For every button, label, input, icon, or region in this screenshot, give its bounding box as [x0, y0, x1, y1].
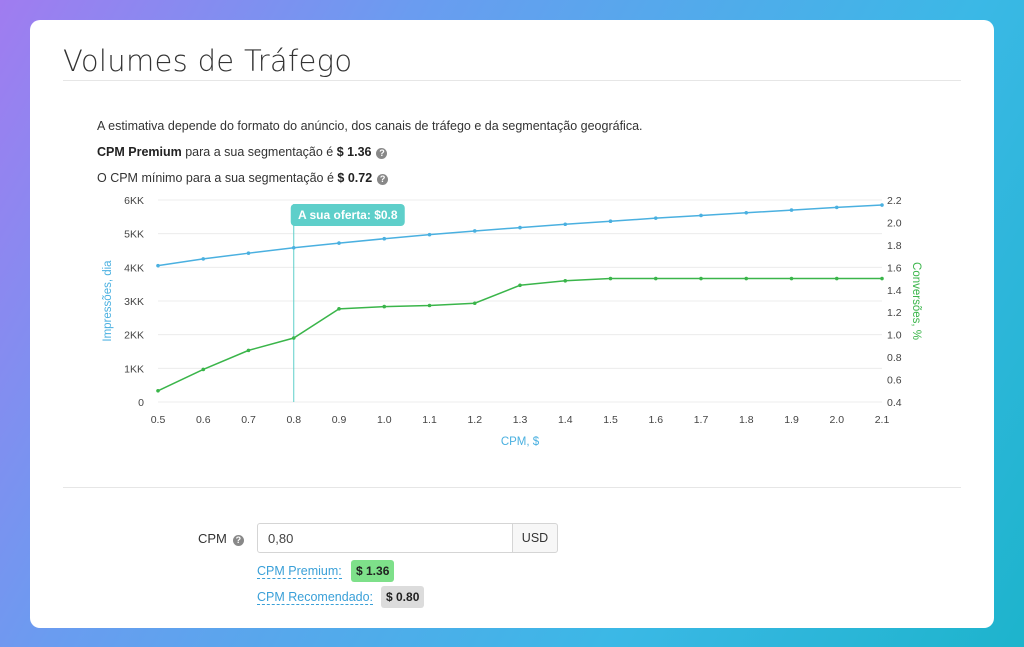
cpm-recommended-badge: $ 0.80	[381, 586, 425, 608]
estimate-note: A estimativa depende do formato do anúnc…	[97, 119, 643, 133]
cpm-recommended-link[interactable]: CPM Recomendado:	[257, 590, 374, 605]
min-cpm-text: O CPM mínimo para a sua segmentação é	[97, 171, 338, 185]
x-tick-label: 1.3	[513, 414, 528, 426]
conversions-point	[653, 276, 658, 281]
conversions-point	[744, 276, 749, 281]
x-tick-label: 2.0	[829, 414, 844, 426]
y-right-tick-label: 1.0	[887, 330, 902, 342]
currency-addon: USD	[512, 523, 558, 553]
impressions-point	[382, 236, 387, 241]
premium-cpm-value: $ 1.36	[336, 145, 372, 159]
y-right-tick-label: 0.8	[887, 352, 902, 364]
conversions-point	[246, 348, 251, 353]
impressions-point	[699, 213, 703, 218]
y-right-tick-label: 1.2	[887, 307, 902, 319]
x-tick-label: 1.4	[558, 414, 573, 426]
y-right-tick-label: 2.2	[887, 195, 902, 207]
impressions-point	[789, 208, 794, 212]
conversions-point	[291, 336, 296, 340]
x-axis-title: CPM, $	[501, 436, 540, 448]
y-left-axis-title: Impressões, dia	[102, 260, 114, 342]
help-icon[interactable]: ?	[376, 148, 388, 159]
min-cpm-note: O CPM mínimo para a sua segmentação é $ …	[97, 171, 389, 185]
impressions-point	[744, 210, 749, 215]
impressions-point	[427, 232, 432, 237]
conversions-point	[563, 279, 568, 283]
x-tick-label: 0.8	[286, 414, 301, 426]
x-tick-label: 0.7	[241, 414, 256, 426]
x-tick-label: 1.7	[694, 414, 709, 426]
impressions-point	[337, 241, 341, 245]
impressions-line	[157, 204, 883, 267]
page-title: Volumes de Tráfego	[63, 44, 353, 78]
x-tick-label: 1.5	[603, 414, 618, 426]
form-divider	[63, 487, 961, 488]
conversions-point	[880, 276, 884, 281]
impressions-point	[291, 246, 296, 250]
y-right-tick-label: 1.8	[887, 240, 902, 252]
conversions-point	[518, 283, 522, 288]
x-tick-label: 2.1	[875, 414, 890, 426]
traffic-volume-card: Volumes de Tráfego A estimativa depende …	[30, 20, 994, 628]
offer-label-box	[290, 204, 405, 226]
y-right-tick-label: 0.4	[887, 397, 902, 409]
impressions-point	[472, 229, 477, 233]
x-tick-label: 1.0	[377, 414, 392, 426]
cpm-premium-badge: $ 1.36	[351, 560, 395, 582]
offer-label: A sua oferta: $0.8	[298, 208, 398, 222]
y-right-tick-label: 0.6	[887, 375, 902, 387]
y-left-tick-label: 3KK	[124, 296, 144, 308]
y-left-tick-label: 6KK	[124, 195, 144, 207]
conversions-point	[337, 307, 341, 311]
impressions-point	[834, 205, 839, 210]
conversions-point	[472, 301, 477, 306]
title-divider	[63, 80, 961, 81]
x-tick-label: 1.6	[648, 414, 663, 426]
impressions-point	[563, 222, 568, 227]
x-tick-label: 1.1	[422, 414, 437, 426]
x-tick-label: 0.5	[151, 414, 166, 426]
y-left-tick-label: 2KK	[124, 330, 144, 342]
conversions-point	[789, 276, 794, 281]
help-icon[interactable]: ?	[377, 174, 389, 185]
y-left-tick-label: 0	[138, 397, 144, 409]
cpm-label-text: CPM	[198, 531, 227, 546]
y-left-tick-label: 4KK	[124, 262, 144, 274]
traffic-chart: 0 1KK 2KK 3KK 4KK 5KK 6KK 0.4 0.6 0.8 1.0 1.2 1.4 1.6…	[102, 195, 922, 448]
x-tick-label: 1.2	[467, 414, 482, 426]
impressions-point	[608, 219, 613, 224]
conversions-point	[427, 303, 432, 308]
y-left-tick-label: 1KK	[124, 363, 144, 375]
conversions-point	[156, 388, 160, 393]
conversions-point	[834, 276, 839, 281]
premium-cpm-label: CPM Premium	[97, 145, 182, 159]
y-right-tick-label: 1.6	[887, 262, 902, 274]
help-icon[interactable]: ?	[232, 535, 244, 546]
conversions-point	[608, 276, 613, 281]
x-tick-label: 1.9	[784, 414, 799, 426]
impressions-point	[156, 263, 160, 268]
y-right-tick-label: 1.4	[887, 285, 902, 297]
conversions-point	[382, 304, 387, 309]
premium-cpm-text: para a sua segmentação é	[181, 145, 337, 159]
cpm-premium-link[interactable]: CPM Premium:	[257, 564, 342, 579]
impressions-point	[201, 257, 206, 261]
min-cpm-value: $ 0.72	[337, 171, 373, 185]
y-right-axis-title: Conversões, %	[910, 262, 922, 340]
premium-cpm-note: CPM Premium para a sua segmentação é $ 1…	[97, 145, 388, 159]
x-tick-label: 0.9	[332, 414, 347, 426]
impressions-point	[246, 251, 251, 255]
y-right-tick-label: 2.0	[887, 217, 902, 229]
cpm-field-label: CPM?	[198, 531, 244, 546]
conversions-point	[201, 367, 206, 372]
y-left-tick-label: 5KK	[124, 229, 144, 241]
cpm-input[interactable]	[257, 523, 513, 553]
impressions-point	[653, 216, 658, 220]
impressions-point	[518, 225, 522, 230]
x-tick-label: 0.6	[196, 414, 211, 426]
conversions-point	[699, 276, 703, 281]
impressions-point	[880, 203, 884, 207]
x-tick-label: 1.8	[739, 414, 754, 426]
